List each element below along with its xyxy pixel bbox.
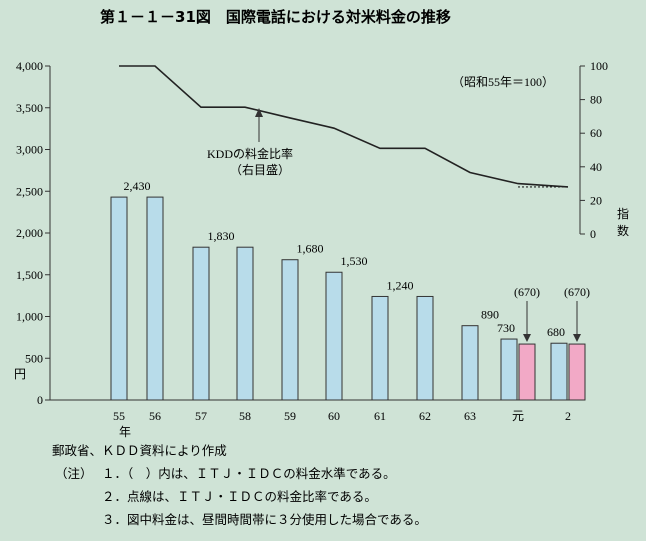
left-tick-label: 1,500 (16, 268, 43, 282)
bar-value-label: 1,240 (387, 278, 414, 292)
right-tick-label: 80 (590, 93, 602, 107)
right-axis-label: 指数 (617, 206, 629, 238)
left-tick-label: 3,500 (16, 101, 43, 115)
bar (371, 295, 389, 401)
bar (146, 196, 164, 401)
bar-value-label: 1,530 (341, 254, 368, 268)
bar-itj-idc (518, 343, 536, 401)
right-tick-label: 0 (590, 227, 596, 241)
bar (236, 246, 254, 401)
left-tick-label: 4,000 (16, 59, 43, 73)
left-tick-label: 500 (25, 351, 43, 365)
note-1: １．（ ）内は、ＩＴＪ・ＩＤＣの料金水準である。 (102, 466, 396, 481)
x-tick-label: 62 (419, 409, 431, 423)
x-tick-label: 2 (565, 409, 571, 423)
right-tick-label: 40 (590, 160, 602, 174)
bar (550, 342, 568, 401)
lines (119, 65, 569, 188)
source-note: 郵政省、ＫＤＤ資料により作成 (52, 444, 227, 458)
left-tick-label: 1,000 (16, 310, 43, 324)
left-tick-label: 2,000 (16, 226, 43, 240)
bar (192, 246, 210, 401)
left-axis-ticks: 0 500 1,000 1,500 2,000 2,500 3,000 3,500 4,000 (16, 59, 50, 407)
base-note: （昭和55年＝100） (452, 75, 554, 89)
bar-value-label: 680 (547, 325, 565, 339)
bar-itj-idc (568, 343, 586, 401)
x-tick-label: 55 (113, 409, 125, 423)
line-annotation: KDDの料金比率 (207, 146, 293, 161)
figure-title: 第１－１－31図 国際電話における対米料金の推移 (100, 8, 451, 26)
bar (281, 259, 299, 401)
bar (500, 338, 518, 401)
bar-value-label: 730 (497, 321, 515, 335)
annotation-arrow (255, 108, 263, 142)
bar-value-label: 890 (481, 308, 499, 322)
x-tick-label: 56 (149, 409, 161, 423)
x-tick-label: 元 (512, 409, 524, 423)
bar (461, 325, 479, 401)
x-tick-label: 57 (195, 409, 207, 423)
bar-value-label: 1,830 (208, 229, 235, 243)
left-tick-label: 3,000 (16, 143, 43, 157)
note-2: ２．点線は、ＩＴＪ・ＩＤＣの料金比率である。 (102, 489, 377, 504)
left-tick-label: 2,500 (16, 184, 43, 198)
x-axis-ticks: 55 56 57 58 59 60 61 62 63 元 2 (113, 409, 571, 423)
bar-value-label: 2,430 (124, 179, 151, 193)
x-tick-label: 60 (328, 409, 340, 423)
bar (416, 295, 434, 401)
bar (110, 196, 128, 401)
bar-itj-idc-label: (670) (514, 285, 540, 299)
bar (325, 271, 343, 401)
bars (110, 196, 586, 401)
left-tick-label: 0 (37, 393, 43, 407)
bar-value-label: 1,680 (297, 242, 324, 256)
x-tick-label: 63 (464, 409, 476, 423)
bar-itj-idc-label: (670) (564, 285, 590, 299)
x-axis-unit: 年 (119, 425, 131, 439)
x-tick-label: 61 (374, 409, 386, 423)
right-tick-label: 100 (590, 59, 608, 73)
x-tick-label: 59 (284, 409, 296, 423)
bar-itj-idc-arrowhead (523, 334, 531, 343)
x-tick-label: 58 (239, 409, 251, 423)
notes-label: （注） (55, 466, 93, 481)
kdd-ratio-line (119, 65, 569, 188)
right-axis-ticks: 0 20 40 60 80 100 (580, 59, 608, 241)
right-tick-label: 20 (590, 193, 602, 207)
left-axis-unit: 円 (14, 367, 26, 381)
bar-itj-idc-arrowhead (573, 334, 581, 343)
right-tick-label: 60 (590, 126, 602, 140)
line-annotation-sub: （右目盛） (230, 162, 290, 177)
note-3: ３．図中料金は、昼間時間帯に３分使用した場合である。 (102, 512, 427, 527)
